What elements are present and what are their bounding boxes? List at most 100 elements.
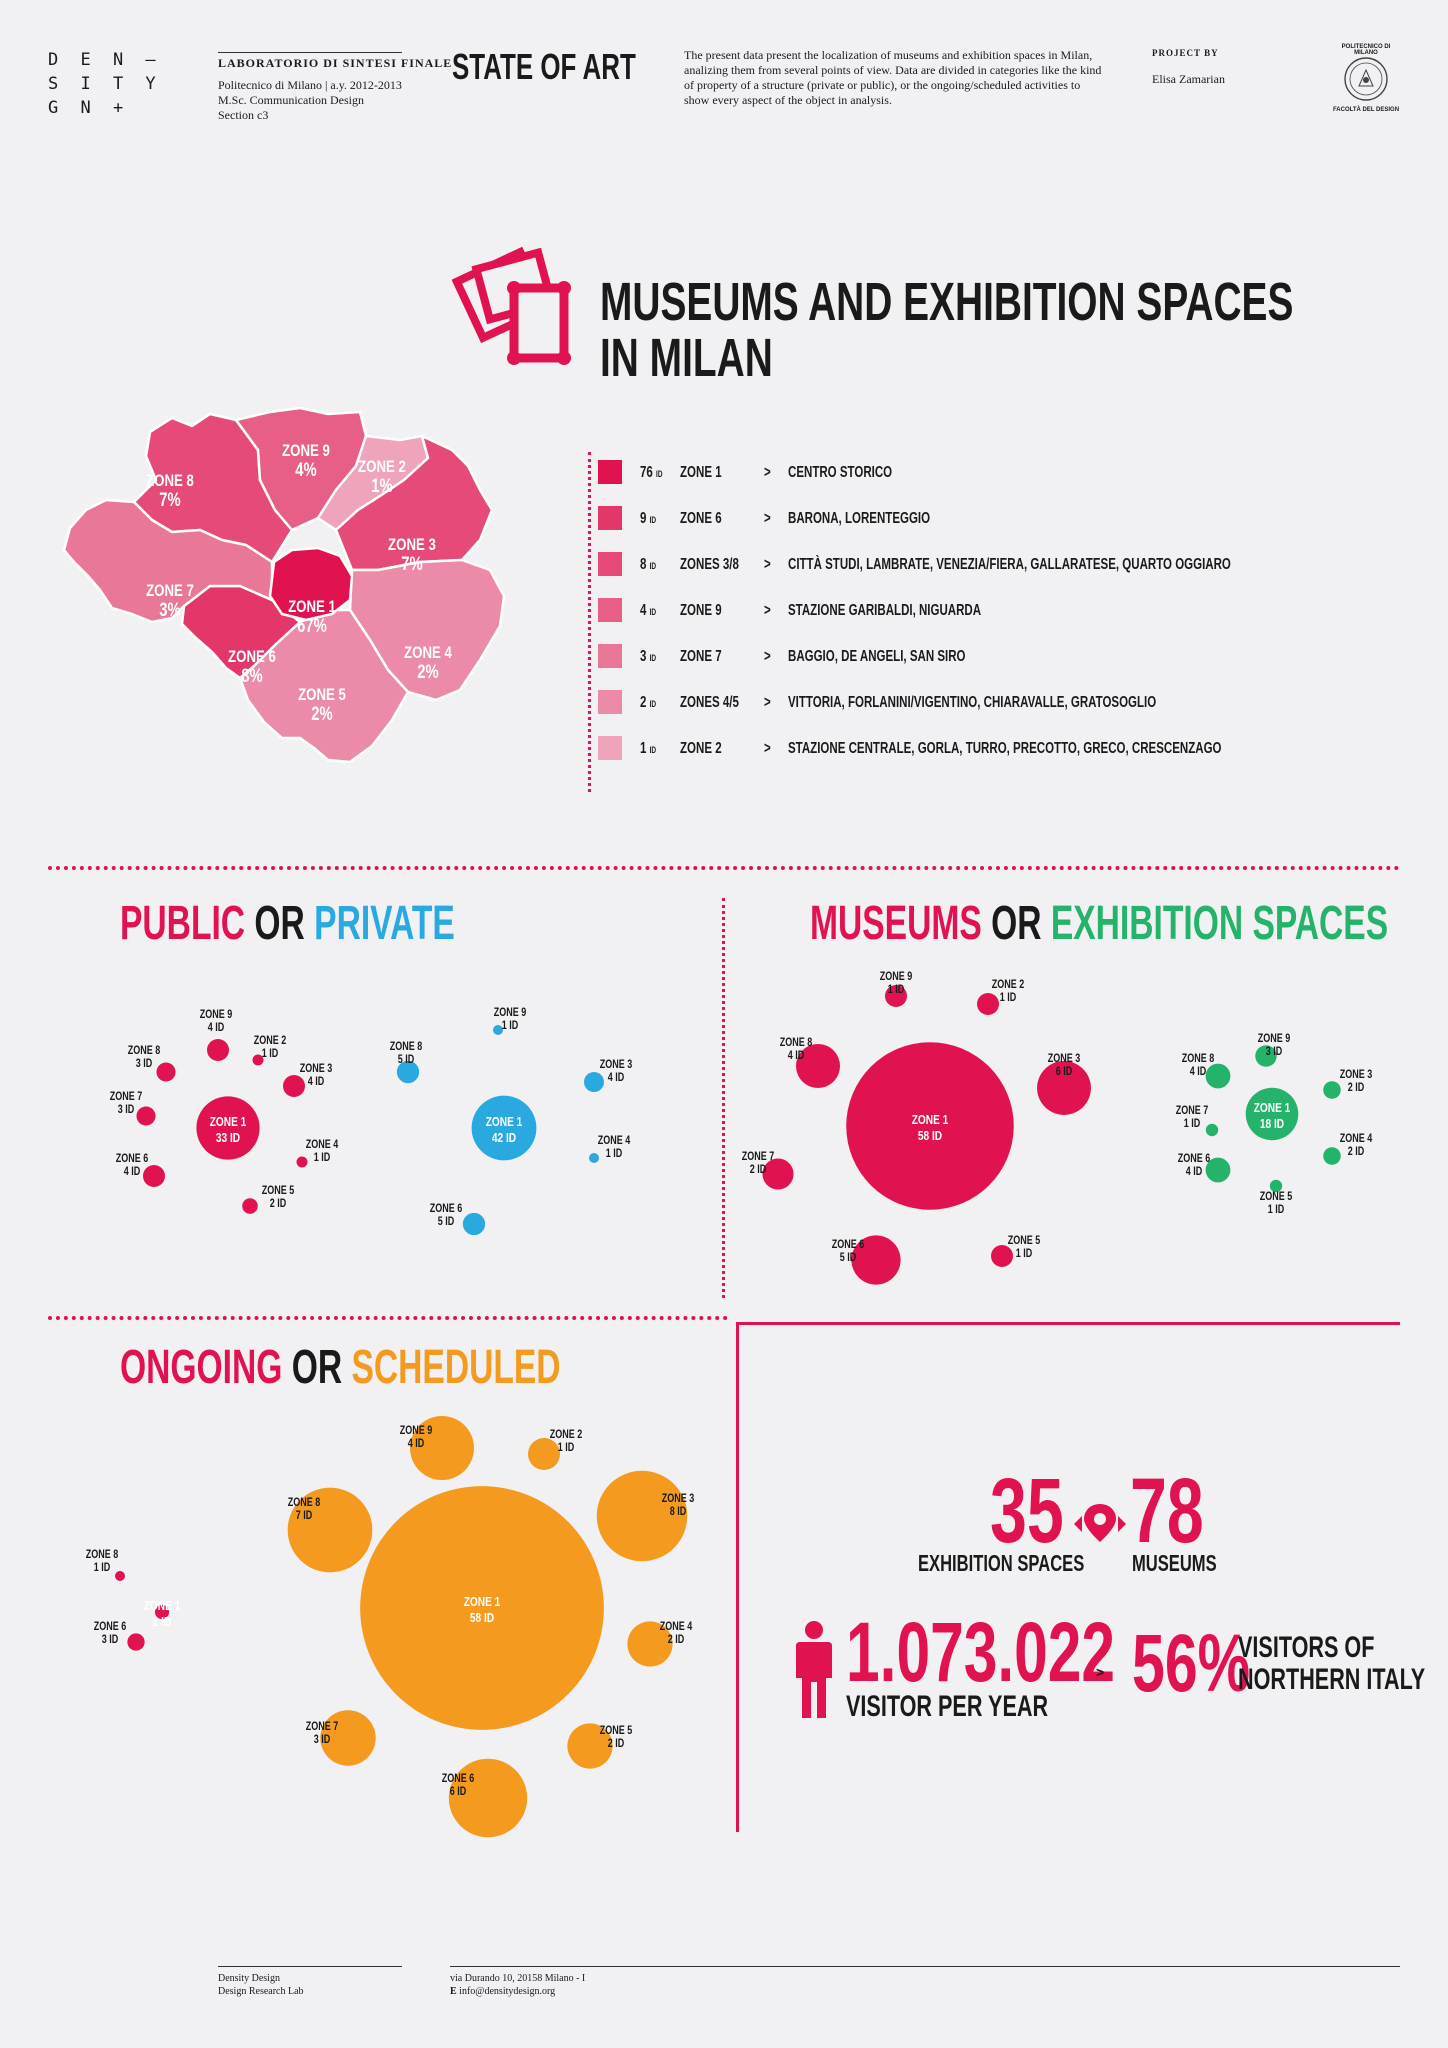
bubble-zone-4 — [1323, 1147, 1341, 1165]
northern-label: VISITORS OF NORTHERN ITALY — [1238, 1632, 1425, 1696]
legend-arrow: > — [764, 648, 771, 665]
bubble-value-label: 4 ID — [788, 1049, 805, 1063]
bubble-zone-2 — [977, 993, 999, 1015]
bubble-zone-label: ZONE 9 — [880, 970, 913, 984]
arrow-separator: > — [1096, 1664, 1105, 1680]
bubble-value-label: 4 ID — [1186, 1165, 1203, 1179]
bubble-value-label: 58 ID — [470, 1611, 494, 1625]
bubble-zone-2 — [528, 1438, 560, 1470]
bubble-zone-3 — [1037, 1061, 1091, 1115]
bubble-zone-1 — [471, 1095, 537, 1161]
bubble-zone-6 — [1205, 1157, 1231, 1183]
bubble-zone-label: ZONE 1 — [144, 1599, 181, 1613]
bubble-zone-6 — [851, 1235, 901, 1285]
logo-line: G N + — [48, 98, 130, 118]
bubble-zone-4 — [589, 1153, 599, 1163]
legend-dotted-rule — [588, 452, 591, 792]
bubble-value-label: 3 ID — [314, 1733, 331, 1747]
header-rule-lab — [218, 52, 402, 53]
legend-arrow: > — [764, 556, 771, 573]
divider-dotted-middle — [722, 898, 725, 1298]
bubble-value-label: 4 ID — [1190, 1065, 1207, 1079]
map-zone-pct: 1% — [371, 475, 392, 496]
bubble-value-label: 1 ID — [888, 983, 905, 997]
museums-count: 78 — [1130, 1460, 1204, 1562]
bubble-zone-label: ZONE 9 — [400, 1424, 433, 1438]
footer-email[interactable]: info@densitydesign.org — [459, 1986, 556, 1997]
bubble-value-label: 8 ID — [670, 1505, 687, 1519]
bubble-zone-label: ZONE 6 — [1178, 1152, 1211, 1166]
bubble-zone-label: ZONE 7 — [742, 1150, 775, 1164]
bubble-value-label: 1 ID — [1268, 1203, 1285, 1217]
map-zone-7[interactable] — [62, 498, 274, 624]
bubble-value-label: 5 ID — [840, 1251, 857, 1265]
bubble-value-label: 2 ID — [153, 1615, 172, 1629]
map-zone-1[interactable] — [268, 546, 354, 622]
bubble-zone-label: ZONE 5 — [1008, 1234, 1041, 1248]
bubble-zone-3 — [596, 1470, 688, 1562]
bubble-zone-label: ZONE 8 — [780, 1036, 813, 1050]
bubble-zone-label: ZONE 6 — [442, 1772, 475, 1786]
legend-areas: STAZIONE GARIBALDI, NIGUARDA — [788, 602, 982, 619]
bubble-zone-5 — [1269, 1179, 1283, 1193]
legend-count: 2 ID — [640, 694, 657, 711]
or-word: OR — [991, 897, 1042, 950]
bubble-value-label: 4 ID — [308, 1075, 325, 1089]
footer-lab: Density Design Design Research Lab — [218, 1972, 304, 1998]
bubble-zone-8 — [115, 1571, 125, 1581]
bubble-zone-7 — [136, 1106, 156, 1126]
bubble-zone-2 — [252, 1054, 264, 1066]
visitors-count: 1.073.022 — [846, 1605, 1116, 1699]
bubble-zone-1 — [846, 1042, 1014, 1210]
map-zone-pct: 8% — [241, 665, 262, 686]
map-zone-pct: 4% — [295, 459, 316, 480]
legend-zone: ZONES 4/5 — [680, 694, 739, 711]
legend-swatch — [598, 644, 622, 668]
main-title-line: IN MILAN — [600, 328, 773, 388]
bubble-value-label: 1 ID — [314, 1151, 331, 1165]
seal-emblem-icon — [1344, 57, 1388, 101]
bubble-value-label: 18 ID — [1260, 1117, 1284, 1131]
lab-info: Politecnico di Milano | a.y. 2012-2013 M… — [218, 78, 402, 123]
bubble-zone-label: ZONE 7 — [306, 1720, 339, 1734]
bubble-zone-label: ZONE 2 — [992, 978, 1025, 992]
bubble-zone-label: ZONE 5 — [262, 1184, 295, 1198]
map-zone-label: ZONE 2 — [358, 458, 406, 477]
private-word: PRIVATE — [314, 897, 455, 950]
bubble-value-label: 1 ID — [1016, 1247, 1033, 1261]
legend-count: 9 ID — [640, 510, 657, 527]
seal-top-text: POLITECNICO DI MILANO — [1341, 44, 1391, 56]
main-title-line: MUSEUMS AND EXHIBITION SPACES — [600, 272, 1294, 332]
legend-count: 4 ID — [640, 602, 657, 619]
divider-solid-bottom-right — [736, 1322, 1400, 1325]
bubble-value-label: 2 ID — [750, 1163, 767, 1177]
bubble-value-label: 58 ID — [918, 1129, 942, 1143]
bubble-zone-label: ZONE 8 — [128, 1044, 161, 1058]
legend-swatch — [598, 460, 622, 484]
bubble-zone-label: ZONE 4 — [1340, 1132, 1373, 1146]
legend-areas: STAZIONE CENTRALE, GORLA, TURRO, PRECOTT… — [788, 740, 1222, 757]
northern-percentage: 56% — [1132, 1618, 1251, 1709]
bubble-zone-6 — [127, 1633, 145, 1651]
bubble-zone-label: ZONE 1 — [210, 1115, 247, 1129]
legend-arrow: > — [764, 694, 771, 711]
bubble-value-label: 2 ID — [1348, 1081, 1365, 1095]
footer-line: Density Design — [218, 1973, 280, 1984]
bubble-zone-label: ZONE 3 — [1340, 1068, 1373, 1082]
ongoing-word: ONGOING — [120, 1341, 283, 1394]
map-zone-pct: 7% — [401, 553, 422, 574]
footer-rule-left — [218, 1966, 402, 1967]
museums-exhibition-title: MUSEUMS OR EXHIBITION SPACES — [810, 896, 1388, 951]
bubble-zone-3 — [283, 1075, 305, 1097]
bubble-zone-label: ZONE 4 — [660, 1620, 693, 1634]
legend-areas: CENTRO STORICO — [788, 464, 893, 481]
bubble-value-label: 5 ID — [398, 1053, 415, 1067]
bubble-value-label: 4 ID — [124, 1165, 141, 1179]
bubble-zone-label: ZONE 5 — [1260, 1190, 1293, 1204]
legend-areas: BAGGIO, DE ANGELI, SAN SIRO — [788, 648, 966, 665]
map-zone-label: ZONE 7 — [146, 582, 194, 601]
map-zone-label: ZONE 8 — [146, 472, 194, 491]
bubble-value-label: 7 ID — [296, 1509, 313, 1523]
bubble-value-label: 4 ID — [608, 1071, 625, 1085]
bubble-zone-label: ZONE 9 — [494, 1006, 527, 1020]
